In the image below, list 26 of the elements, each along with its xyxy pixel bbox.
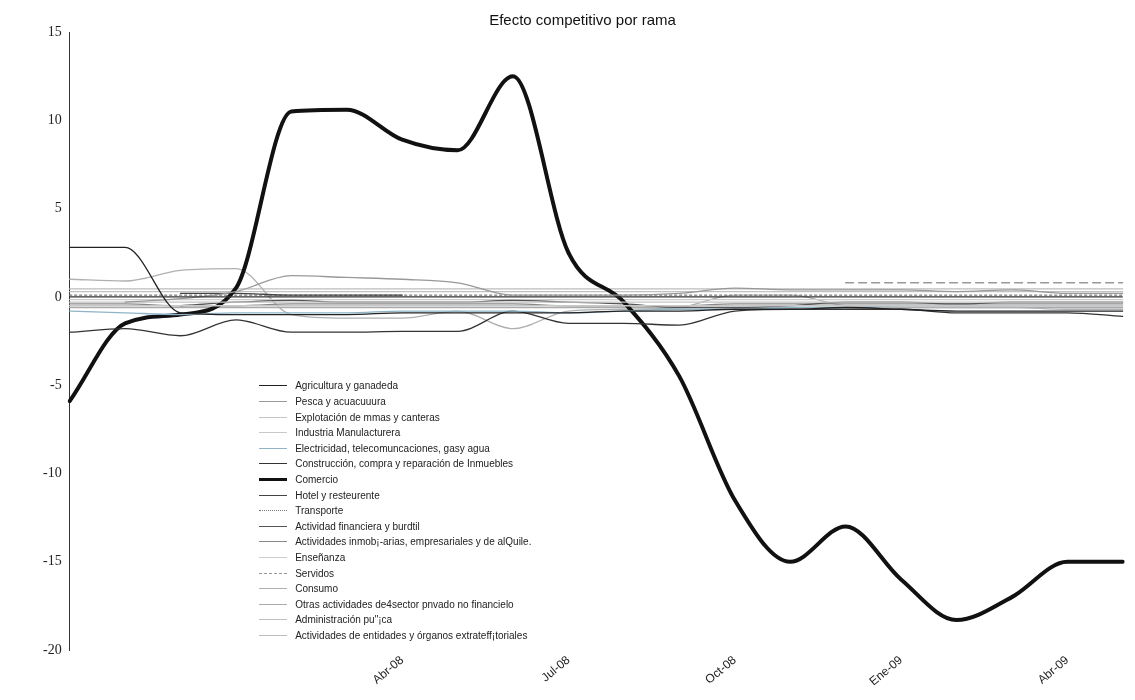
legend-label: Explotación de mmas y canteras bbox=[295, 411, 440, 423]
y-tick-label: -10 bbox=[42, 465, 62, 481]
legend-label: Servidos bbox=[295, 567, 335, 579]
legend-label: Agricultura y ganadeda bbox=[295, 380, 399, 392]
legend-label: Administración pu"¡ca bbox=[295, 614, 393, 626]
legend-label: Actividades de entidades y órganos extrateff¡toriales bbox=[295, 629, 528, 641]
legend-label: Actividades inmob¡-arias, empresariales y de alQuile. bbox=[295, 536, 532, 548]
legend-label: Otras actividades de4sector pnvado no financielo bbox=[295, 598, 514, 610]
y-tick-label: 0 bbox=[54, 288, 62, 304]
y-tick-label: -15 bbox=[42, 553, 62, 569]
y-tick-label: 5 bbox=[54, 200, 62, 216]
y-tick-label: -5 bbox=[49, 376, 62, 392]
chart-title: Efecto competitivo por rama bbox=[489, 11, 677, 29]
legend-label: Pesca y acuacuuura bbox=[295, 396, 386, 408]
y-tick-label: 15 bbox=[47, 23, 62, 39]
legend-label: Construcción, compra y reparación de Inmuebles bbox=[295, 458, 514, 470]
legend-label: Transporte bbox=[295, 505, 344, 517]
legend-label: Comercio bbox=[295, 473, 338, 485]
legend-label: Consumo bbox=[295, 583, 339, 595]
legend-label: Hotel y resteurente bbox=[295, 489, 380, 501]
y-tick-label: -20 bbox=[42, 641, 62, 657]
y-tick-label: 10 bbox=[47, 111, 62, 127]
legend-label: Enseñanza bbox=[295, 551, 346, 563]
legend-label: Industria Manulacturera bbox=[295, 427, 401, 439]
legend-label: Electricidad, telecomuncaciones, gasy agua bbox=[295, 442, 490, 454]
legend-label: Actividad financiera y burdtil bbox=[295, 520, 420, 532]
